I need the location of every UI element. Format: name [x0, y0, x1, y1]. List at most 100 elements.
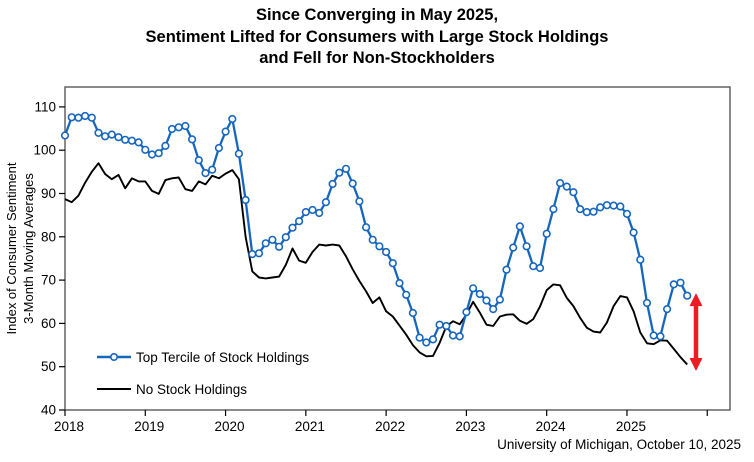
top-tercile-data-point [221, 127, 230, 136]
top-tercile-data-point [435, 320, 444, 329]
top-tercile-data-point [248, 250, 257, 259]
top-tercile-data-point [455, 332, 464, 341]
y-axis-tick-label: 100 [33, 143, 56, 158]
top-tercile-data-point [161, 141, 170, 150]
y-axis-tick-label: 70 [41, 273, 56, 288]
y-axis-title-line2: 3-Month Moving Averages [21, 173, 36, 324]
x-axis-tick-label: 2022 [375, 419, 405, 434]
top-tercile-data-point [642, 298, 652, 308]
top-tercile-data-point [656, 332, 665, 341]
top-tercile-data-point [321, 198, 331, 207]
x-axis-tick-label: 2021 [295, 419, 325, 434]
x-axis-tick-label: 2020 [215, 419, 245, 434]
top-tercile-data-point [475, 289, 484, 299]
top-tercile-data-point [555, 179, 565, 188]
top-tercile-data-point [636, 255, 645, 264]
top-tercile-data-point [596, 203, 605, 212]
top-tercile-data-point [375, 242, 384, 251]
top-tercile-data-point [489, 305, 498, 314]
y-axis-tick-label: 60 [41, 316, 56, 331]
y-axis-tick-label: 40 [41, 403, 56, 418]
top-tercile-data-point [482, 296, 491, 305]
divergence-arrow-head-bottom [689, 358, 703, 372]
chart-title: Since Converging in May 2025, Sentiment … [0, 5, 754, 70]
top-tercile-data-point [335, 168, 344, 177]
top-tercile-data-point [402, 290, 411, 299]
top-tercile-data-point [462, 308, 471, 317]
top-tercile-data-point [415, 333, 424, 342]
top-tercile-data-point [589, 207, 598, 216]
top-tercile-data-point [308, 205, 317, 215]
top-tercile-data-point [174, 123, 183, 132]
y-axis-tick-label: 110 [34, 99, 56, 114]
top-tercile-data-point [214, 143, 223, 153]
top-tercile-data-point [261, 239, 270, 248]
top-tercile-data-point [442, 321, 451, 331]
top-tercile-data-point [495, 295, 505, 304]
top-tercile-data-point [228, 114, 237, 124]
divergence-arrow [689, 293, 703, 372]
top-tercile-data-point [107, 130, 116, 139]
top-tercile-data-point [362, 223, 371, 232]
x-axis-tick-label: 2023 [455, 419, 485, 434]
x-axis-tick-label: 2024 [536, 419, 567, 434]
top-tercile-data-point [141, 145, 150, 154]
top-tercile-data-point [201, 169, 210, 178]
top-tercile-data-point [275, 242, 284, 251]
top-tercile-data-point [676, 278, 685, 287]
top-tercile-data-point [348, 179, 357, 188]
top-tercile-data-point [80, 111, 90, 121]
top-tercile-data-point [241, 195, 250, 205]
legend-marker-top-tercile [110, 352, 119, 361]
top-tercile-data-point [60, 131, 70, 140]
top-tercile-data-point [134, 138, 143, 147]
top-tercile-data-point [268, 235, 277, 244]
top-tercile-data-point [575, 205, 585, 214]
top-tercile-data-point [469, 284, 478, 293]
top-tercile-data-point [74, 113, 83, 122]
top-tercile-data-point [669, 280, 678, 289]
top-tercile-data-point [234, 149, 243, 158]
top-tercile-data-point [87, 113, 96, 122]
top-tercile-data-point [114, 133, 123, 142]
top-tercile-data-point [448, 331, 458, 340]
top-tercile-data-point [515, 222, 525, 231]
top-tercile-data-point [422, 338, 431, 347]
top-tercile-data-point [616, 202, 625, 211]
top-tercile-data-point [662, 305, 672, 314]
top-tercile-data-point [388, 259, 397, 268]
top-tercile-data-point [295, 217, 304, 226]
chart-title-line-3: and Fell for Non-Stockholders [259, 49, 495, 67]
top-tercile-data-point [67, 113, 76, 122]
x-axis-tick-label: 2019 [134, 419, 164, 434]
top-tercile-data-point [355, 197, 364, 206]
top-tercile-data-point [281, 233, 290, 242]
x-axis-tick-label: 2025 [616, 419, 646, 434]
legend-label-top-tercile: Top Tercile of Stock Holdings [136, 350, 309, 365]
top-tercile-data-point [382, 247, 391, 257]
top-tercile-data-point [428, 335, 438, 344]
top-tercile-data-point [328, 179, 337, 189]
top-tercile-data-point [194, 156, 203, 165]
divergence-arrow-head-top [689, 293, 703, 307]
top-tercile-data-point [582, 208, 591, 217]
top-tercile-data-point [121, 135, 130, 144]
top-tercile-data-point [502, 265, 511, 274]
legend-label-no-stock: No Stock Holdings [136, 382, 247, 397]
plot-border [64, 86, 731, 411]
top-tercile-data-point [181, 121, 190, 131]
top-tercile-data-point [622, 209, 632, 218]
y-axis-tick-label: 50 [41, 359, 56, 374]
top-tercile-data-point [395, 279, 404, 288]
top-tercile-data-point [602, 201, 612, 210]
top-tercile-data-point [569, 188, 578, 197]
top-tercile-data-point [154, 149, 163, 158]
top-tercile-data-point [147, 150, 157, 159]
top-tercile-data-point [368, 235, 377, 244]
top-tercile-data-point [167, 124, 177, 134]
top-tercile-data-point [341, 164, 351, 173]
top-tercile-data-point [683, 291, 692, 300]
top-tercile-data-point [609, 201, 618, 210]
top-tercile-data-point [188, 135, 197, 144]
